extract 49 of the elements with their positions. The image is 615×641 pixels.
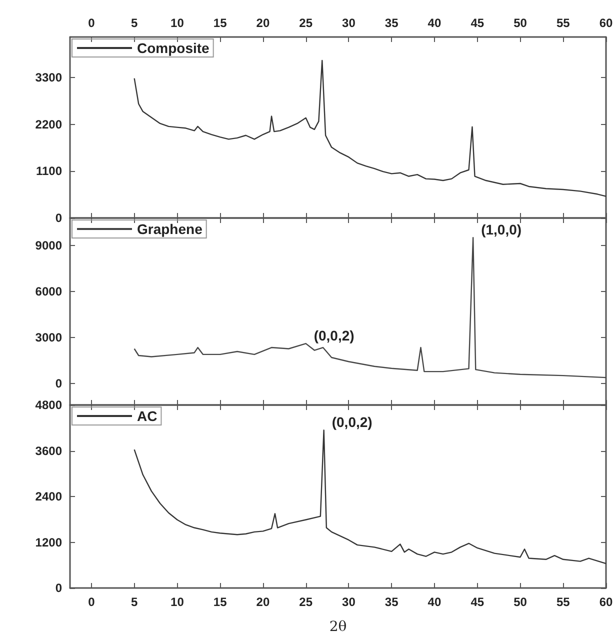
y-tick-label: 0 [55, 211, 62, 225]
x-tick-label: 5 [130, 595, 138, 609]
y-tick-label: 3300 [35, 70, 62, 84]
x-tick-label: 55 [556, 16, 570, 30]
line-series [134, 237, 607, 378]
x-tick-label: 25 [299, 16, 313, 30]
x-tick-label: 30 [342, 595, 356, 609]
annotation: (0,0,2) [332, 414, 372, 430]
x-tick-label: 0 [88, 595, 96, 609]
x-tick-label: 45 [470, 16, 484, 30]
x-tick-label: 35 [384, 16, 399, 30]
x-tick-label: 40 [428, 595, 442, 609]
x-tick-label: 15 [213, 595, 228, 609]
x-tick-label: 35 [384, 595, 399, 609]
y-tick-label: 4800 [35, 398, 62, 412]
y-tick-label: 6000 [35, 284, 62, 299]
x-tick-label: 25 [299, 595, 313, 609]
y-tick-label: 0 [55, 581, 62, 595]
y-tick-label: 2400 [35, 490, 62, 504]
y-tick-label: 1200 [35, 535, 62, 550]
legend-label: Composite [137, 40, 210, 56]
line-series [134, 60, 607, 197]
annotation: (0,0,2) [314, 328, 354, 344]
x-tick-label: 30 [342, 16, 356, 30]
x-tick-label: 60 [599, 16, 613, 30]
x-tick-label: 45 [470, 595, 484, 609]
x-tick-label: 20 [256, 16, 270, 30]
x-tick-label: 0 [88, 16, 96, 30]
line-series [134, 430, 607, 564]
x-tick-label: 20 [256, 595, 270, 609]
y-tick-label: 0 [55, 376, 62, 391]
text: Graphene [137, 221, 203, 237]
y-tick-label: 3000 [35, 330, 62, 345]
y-tick-label: 3600 [35, 444, 62, 458]
x-tick-label: 60 [599, 595, 613, 609]
series-label: AC [137, 408, 158, 424]
x-axis-title: 2θ [329, 619, 347, 635]
y-tick-label: 2200 [35, 117, 62, 132]
x-tick-label: 10 [170, 595, 184, 609]
x-tick-label: 15 [213, 16, 228, 30]
x-tick-label: 50 [514, 16, 528, 30]
x-tick-label: 10 [170, 16, 184, 30]
x-tick-label: 40 [428, 16, 442, 30]
x-tick-label: 5 [130, 16, 138, 30]
y-tick-label: 1100 [36, 164, 62, 178]
y-tick-label: 9000 [35, 238, 62, 253]
x-tick-label: 50 [514, 595, 528, 609]
annotation: (1,0,0) [481, 222, 522, 238]
x-tick-label: 55 [556, 595, 570, 609]
